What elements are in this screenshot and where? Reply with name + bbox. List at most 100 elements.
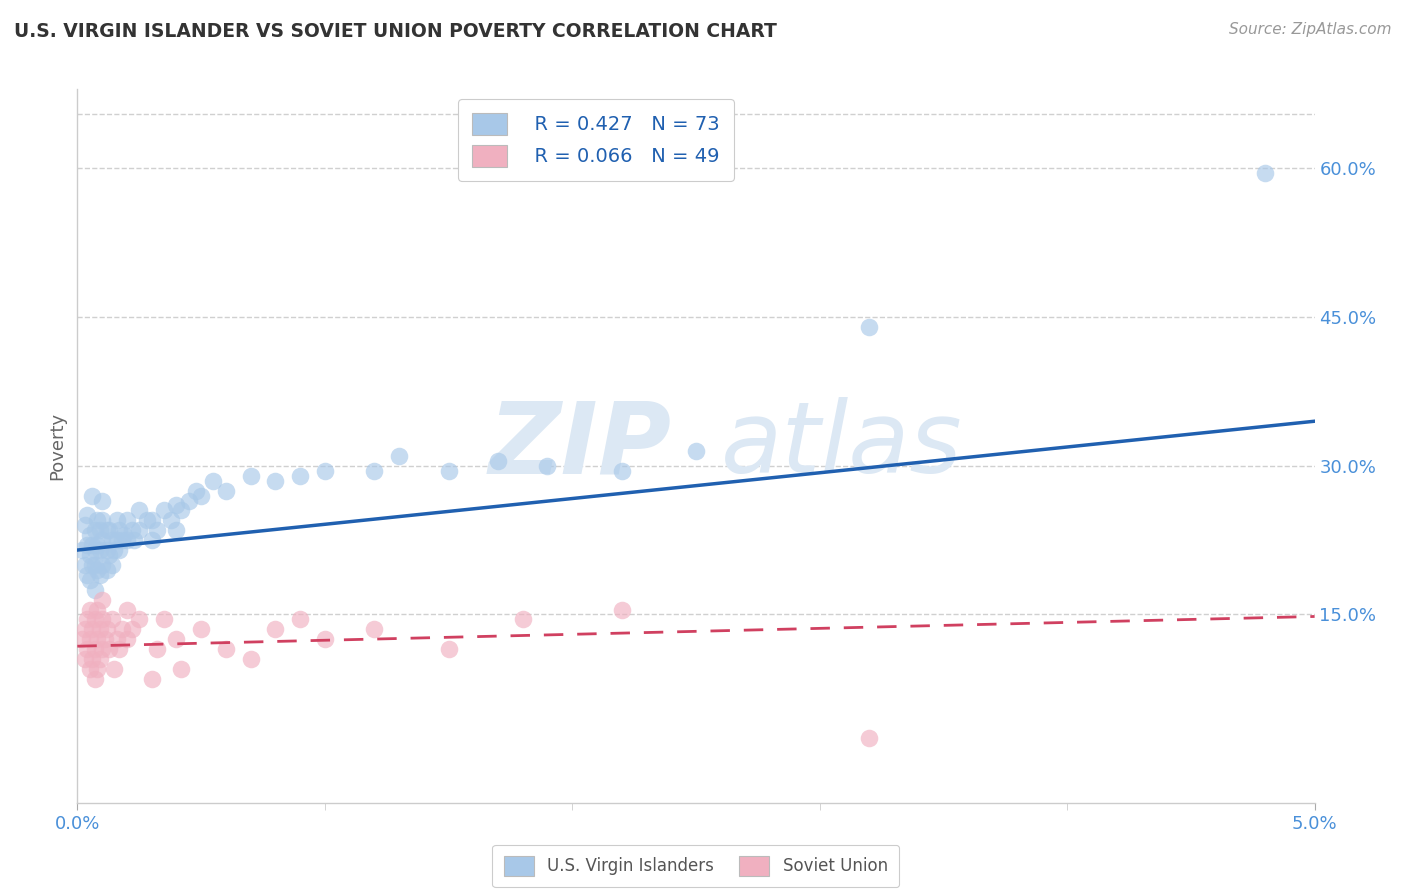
Point: [86, 563, 108, 577]
Point: [363, 623, 385, 637]
Point: [141, 513, 163, 527]
Point: [91, 642, 114, 657]
Point: [86, 602, 108, 616]
Point: [108, 523, 131, 537]
Point: [135, 513, 157, 527]
Point: [76, 567, 98, 582]
Point: [86, 632, 108, 647]
Point: [89, 652, 111, 666]
Point: [86, 538, 108, 552]
Point: [153, 503, 176, 517]
Point: [76, 612, 98, 626]
Point: [858, 731, 880, 746]
Point: [82, 623, 104, 637]
Point: [83, 543, 105, 558]
Point: [141, 533, 163, 548]
Point: [288, 612, 311, 626]
Y-axis label: Poverty: Poverty: [48, 412, 66, 480]
Point: [83, 523, 105, 537]
Point: [101, 533, 124, 548]
Point: [83, 672, 105, 686]
Point: [314, 632, 336, 647]
Point: [91, 612, 114, 626]
Point: [128, 523, 150, 537]
Point: [153, 612, 176, 626]
Point: [98, 523, 121, 537]
Point: [73, 558, 96, 572]
Point: [1254, 166, 1277, 180]
Point: [72, 632, 94, 647]
Point: [177, 493, 200, 508]
Point: [93, 632, 115, 647]
Point: [89, 523, 111, 537]
Point: [437, 642, 460, 657]
Point: [115, 513, 138, 527]
Point: [89, 623, 111, 637]
Point: [111, 623, 134, 637]
Point: [314, 464, 336, 478]
Point: [105, 632, 128, 647]
Legend: U.S. Virgin Islanders, Soviet Union: U.S. Virgin Islanders, Soviet Union: [492, 845, 900, 888]
Point: [610, 464, 633, 478]
Point: [72, 543, 94, 558]
Point: [121, 623, 143, 637]
Point: [108, 543, 131, 558]
Point: [239, 468, 262, 483]
Point: [115, 533, 138, 548]
Point: [96, 523, 118, 537]
Point: [239, 652, 262, 666]
Point: [96, 543, 118, 558]
Point: [108, 642, 131, 657]
Point: [91, 558, 114, 572]
Point: [512, 612, 534, 626]
Point: [79, 548, 101, 562]
Point: [170, 662, 193, 676]
Point: [264, 474, 287, 488]
Point: [86, 662, 108, 676]
Point: [128, 503, 150, 517]
Point: [73, 652, 96, 666]
Point: [91, 513, 114, 527]
Text: atlas: atlas: [721, 398, 962, 494]
Point: [184, 483, 207, 498]
Point: [115, 632, 138, 647]
Point: [79, 602, 101, 616]
Point: [96, 563, 118, 577]
Point: [536, 458, 558, 473]
Point: [89, 543, 111, 558]
Point: [264, 623, 287, 637]
Point: [165, 523, 187, 537]
Point: [101, 558, 124, 572]
Point: [82, 558, 104, 572]
Point: [91, 533, 114, 548]
Point: [98, 642, 121, 657]
Point: [103, 543, 125, 558]
Point: [121, 523, 143, 537]
Point: [160, 513, 183, 527]
Point: [363, 464, 385, 478]
Point: [128, 612, 150, 626]
Point: [96, 623, 118, 637]
Point: [73, 518, 96, 533]
Point: [105, 513, 128, 527]
Point: [685, 444, 707, 458]
Point: [610, 602, 633, 616]
Point: [76, 538, 98, 552]
Point: [145, 642, 167, 657]
Text: ZIP: ZIP: [488, 398, 671, 494]
Point: [190, 623, 212, 637]
Text: Source: ZipAtlas.com: Source: ZipAtlas.com: [1229, 22, 1392, 37]
Point: [91, 592, 114, 607]
Point: [101, 612, 124, 626]
Point: [82, 538, 104, 552]
Point: [165, 499, 187, 513]
Point: [388, 449, 411, 463]
Text: U.S. VIRGIN ISLANDER VS SOVIET UNION POVERTY CORRELATION CHART: U.S. VIRGIN ISLANDER VS SOVIET UNION POV…: [14, 22, 778, 41]
Point: [76, 508, 98, 523]
Point: [145, 523, 167, 537]
Point: [215, 642, 238, 657]
Point: [86, 513, 108, 527]
Point: [486, 454, 509, 468]
Point: [170, 503, 193, 517]
Point: [141, 672, 163, 686]
